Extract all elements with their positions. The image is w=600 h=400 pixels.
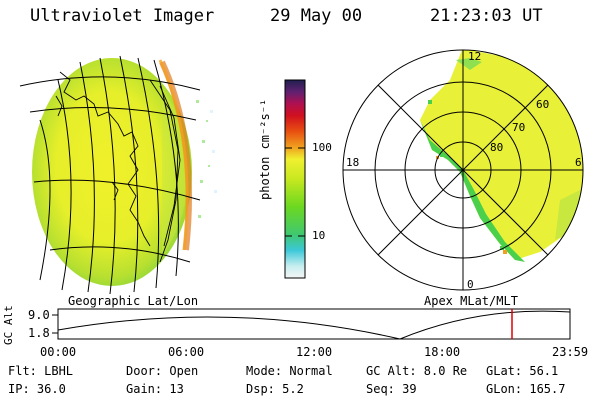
mlat-label-60: 60	[536, 98, 550, 111]
timeline-frame	[57, 308, 571, 340]
status-gc-alt: GC Alt: 8.0 Re	[366, 364, 468, 378]
mlt-label-18: 18	[346, 156, 360, 169]
status-dsp: Dsp: 5.2	[246, 382, 304, 396]
status-mode: Mode: Normal	[246, 364, 333, 378]
status-glat: GLat: 56.1	[486, 364, 559, 378]
altitude-curve	[57, 310, 571, 340]
mlat-label-80: 80	[490, 141, 504, 154]
geo-panel-caption: Geographic Lat/Lon	[68, 294, 199, 308]
mlt-label-0: 0	[467, 278, 474, 291]
colorbar-tick-10: 10	[312, 229, 326, 242]
colorbar-tick-100: 100	[312, 141, 332, 154]
mlat-label-70: 70	[512, 121, 526, 134]
status-seq: Seq: 39	[366, 382, 417, 396]
timeline-xtick-1200: 12:00	[296, 345, 333, 359]
status-ip: IP: 36.0	[8, 382, 66, 396]
status-filter: Flt: LBHL	[8, 364, 74, 378]
timeline-xtick-1800: 18:00	[424, 345, 461, 359]
timeline-ytick-9: 9.0	[28, 308, 50, 322]
timeline-ytick-1-8: 1.8	[28, 326, 50, 340]
polar-panel-caption: Apex MLat/MLT	[424, 294, 518, 308]
status-door: Door: Open	[126, 364, 199, 378]
date-label: 29 May 00	[270, 6, 363, 26]
time-label: 21:23:03 UT	[430, 6, 543, 26]
timeline-xtick-0600: 06:00	[168, 345, 205, 359]
timeline-xtick-0000: 00:00	[40, 345, 77, 359]
earth-disk	[32, 58, 192, 286]
mlt-label-12: 12	[468, 50, 482, 63]
timeline-xtick-2359: 23:59	[552, 345, 589, 359]
status-gain: Gain: 13	[126, 382, 184, 396]
instrument-title: Ultraviolet Imager	[30, 6, 215, 26]
status-glon: GLon: 165.7	[486, 382, 566, 396]
mlt-label-6: 6	[575, 156, 582, 169]
